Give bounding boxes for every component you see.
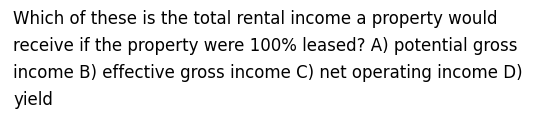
Text: income B) effective gross income C) net operating income D): income B) effective gross income C) net … — [13, 64, 523, 82]
Text: yield: yield — [13, 91, 53, 109]
Text: Which of these is the total rental income a property would: Which of these is the total rental incom… — [13, 10, 498, 28]
Text: receive if the property were 100% leased? A) potential gross: receive if the property were 100% leased… — [13, 37, 517, 55]
